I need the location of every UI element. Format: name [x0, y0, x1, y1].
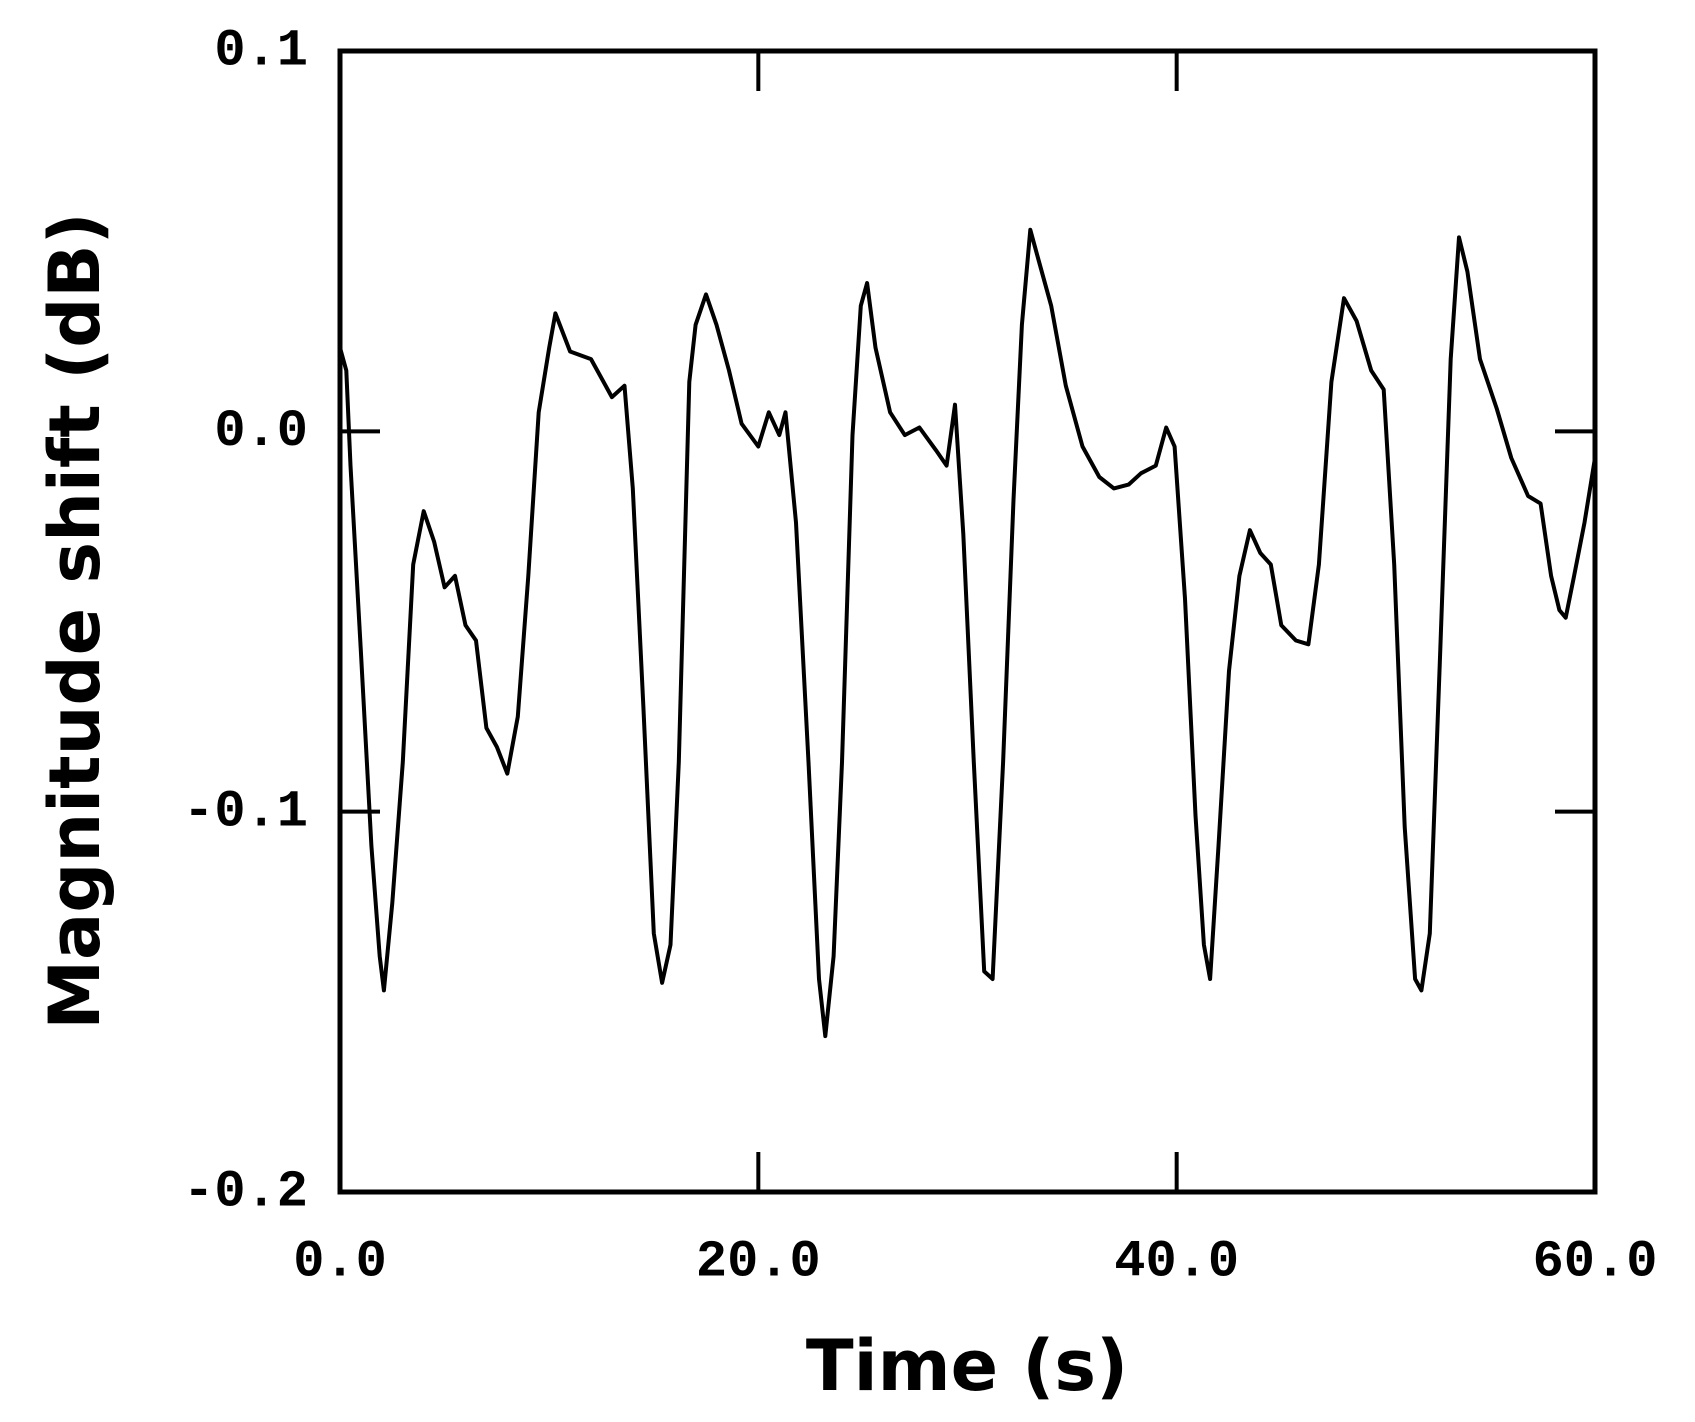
y-tick-label: 0.0: [214, 402, 308, 461]
x-tick-label: 20.0: [696, 1233, 821, 1292]
y-axis-label: Magnitude shift (dB): [34, 212, 116, 1029]
y-tick-label: -0.1: [183, 782, 308, 841]
y-tick-label: -0.2: [183, 1163, 308, 1222]
x-tick-label: 0.0: [293, 1233, 387, 1292]
data-line: [338, 227, 1597, 1039]
x-axis-label: Time (s): [806, 1325, 1128, 1407]
x-tick-label: 40.0: [1114, 1233, 1239, 1292]
x-tick-label: 60.0: [1533, 1233, 1658, 1292]
y-tick-label: 0.1: [214, 22, 308, 81]
plot-frame: [337, 48, 1598, 1195]
